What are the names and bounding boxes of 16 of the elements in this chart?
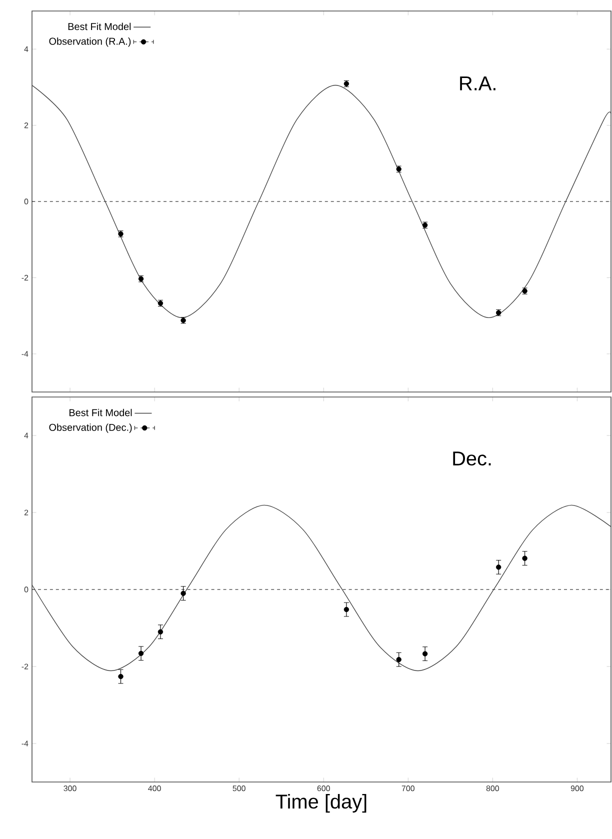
point xyxy=(522,556,528,561)
x-axis-title: Time [day] xyxy=(276,794,366,813)
legend-label: Best Fit Model xyxy=(70,408,132,416)
annotation: R.A. xyxy=(460,76,496,90)
point xyxy=(344,606,350,612)
point xyxy=(158,629,164,634)
legend-label: Observation (R.A.) xyxy=(49,37,131,47)
point xyxy=(422,651,428,656)
point xyxy=(138,650,144,656)
point xyxy=(180,590,186,596)
point xyxy=(396,656,402,662)
legend-label: Best Fit Model xyxy=(68,22,131,30)
point xyxy=(118,674,124,680)
legend-label: Observation (Dec.) xyxy=(49,424,132,433)
annotation: Dec. xyxy=(453,452,491,466)
point xyxy=(496,564,502,570)
